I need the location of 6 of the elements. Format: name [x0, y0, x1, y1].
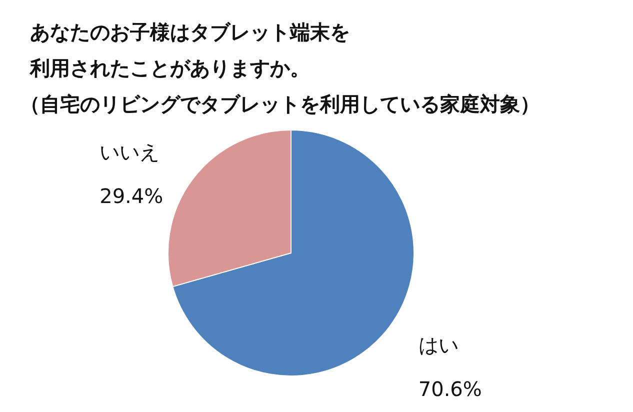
chart-title: あなたのお子様はタブレット端末を利用されたことがありますか。: [30, 19, 351, 82]
slice-label: いいえ: [100, 139, 161, 166]
chart-subtitle: （自宅のリビングでタブレットを利用している家庭対象）: [20, 91, 540, 118]
slice-label: はい: [418, 332, 460, 359]
data-label: 29.4%: [100, 183, 164, 210]
data-label: 70.6%: [418, 376, 482, 403]
